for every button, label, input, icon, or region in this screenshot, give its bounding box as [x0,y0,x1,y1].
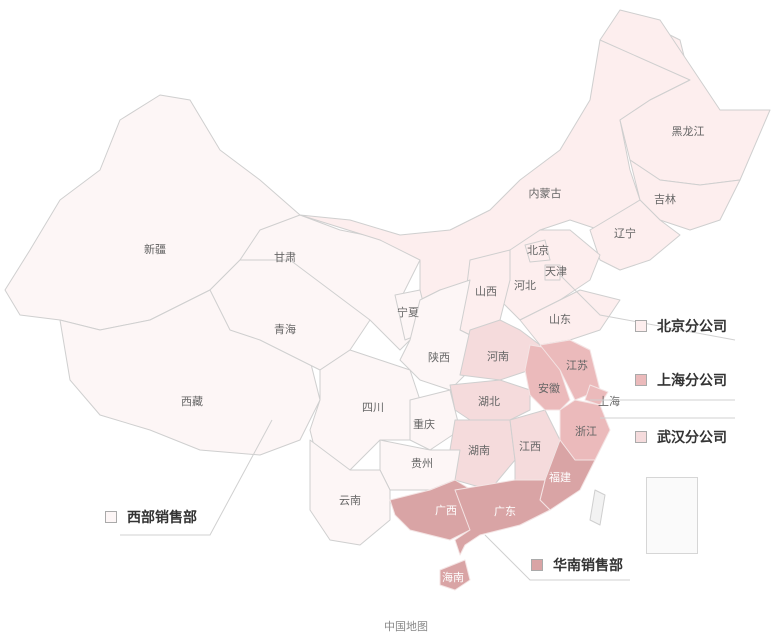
province-chongqing[interactable] [409,389,461,451]
legend-swatch [105,511,117,523]
province-label-neimenggu: 内蒙古 [529,186,562,200]
province-label-sichuan: 四川 [362,401,384,414]
legend-beijing[interactable]: 北京分公司 [635,316,727,336]
province-label-tianjin: 天津 [545,265,567,278]
map-caption: 中国地图 [384,620,428,633]
province-label-liaoning: 辽宁 [614,226,636,240]
province-hainan[interactable] [439,559,471,591]
province-label-yunnan: 云南 [339,494,361,507]
south-china-sea-inset [646,477,698,554]
leader-lines [120,274,736,581]
province-label-hubei: 湖北 [478,395,500,408]
province-label-ningxia: 宁夏 [397,305,419,319]
province-label-xinjiang: 新疆 [144,242,166,256]
legend-swatch [531,559,543,571]
legend-label: 武汉分公司 [657,430,727,446]
province-label-anhui: 安徽 [538,381,560,395]
legend-wuhan[interactable]: 武汉分公司 [635,427,727,447]
province-label-xizang: 西藏 [181,395,203,408]
province-beijing[interactable] [524,239,551,263]
legend-west[interactable]: 西部销售部 [105,507,197,527]
legend-label: 华南销售部 [553,558,623,574]
province-guangdong[interactable] [454,479,551,556]
province-label-guangdong: 广东 [494,505,516,518]
legend-swatch [635,374,647,386]
legend-label: 北京分公司 [657,319,727,335]
province-label-gansu: 甘肃 [274,251,296,264]
province-label-hebei: 河北 [514,279,536,292]
legend-swatch [635,320,647,332]
province-label-jiangxi: 江西 [519,440,541,453]
province-label-chongqing: 重庆 [413,417,435,431]
province-hubei[interactable] [449,379,531,421]
province-yunnan[interactable] [309,439,391,546]
legend-swatch [635,431,647,443]
province-label-henan: 河南 [487,350,509,363]
legend-label: 上海分公司 [657,373,727,389]
province-tianjin[interactable] [544,264,561,281]
province-label-beijing: 北京 [527,243,549,257]
legend-shanghai[interactable]: 上海分公司 [635,370,727,390]
taiwan-shape [589,489,606,526]
legend-south[interactable]: 华南销售部 [531,555,623,575]
province-label-shanghai: 上海 [598,394,620,408]
province-liaoning[interactable] [589,199,681,271]
province-label-heilongjiang: 黑龙江 [672,125,705,138]
province-label-qinghai: 青海 [274,322,296,336]
province-label-jilin: 吉林 [654,192,676,206]
province-label-jiangsu: 江苏 [566,359,588,372]
province-label-shandong: 山东 [549,313,571,326]
province-label-hunan: 湖南 [468,444,490,457]
province-label-shanxi: 山西 [475,285,497,298]
province-label-guangxi: 广西 [435,504,457,517]
province-label-hainan: 海南 [442,570,464,584]
province-label-guizhou: 贵州 [411,457,433,470]
province-label-shaanxi: 陕西 [428,350,450,364]
province-sichuan[interactable] [309,349,421,471]
legend-label: 西部销售部 [127,510,197,526]
province-label-zhejiang: 浙江 [575,425,597,438]
province-label-fujian: 福建 [549,470,571,484]
